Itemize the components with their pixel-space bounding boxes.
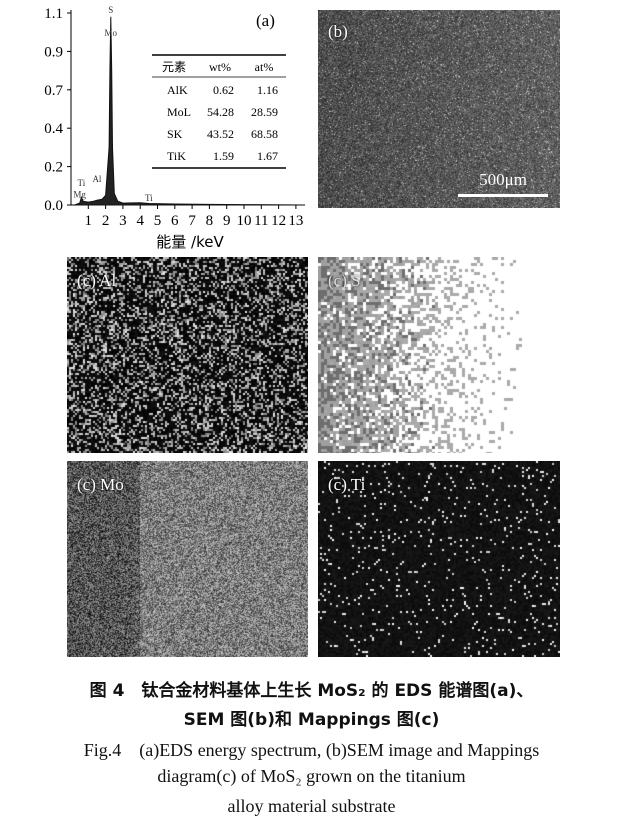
x-tick-label: 3 bbox=[119, 213, 127, 229]
panel-label-al: (c) Al bbox=[77, 271, 117, 290]
table-cell: TiK bbox=[167, 149, 186, 163]
panel-label-ti: (c) Ti bbox=[328, 475, 366, 494]
table-cell: 43.52 bbox=[207, 127, 234, 141]
table-header: at% bbox=[255, 60, 274, 74]
composition-table: 元素 wt% at% AlK 0.62 1.16 MoL 54.28 28.59 SK 43.52 6… bbox=[152, 54, 286, 169]
panel-label-mo: (c) Mo bbox=[77, 475, 124, 494]
peak-label: Al bbox=[92, 174, 101, 184]
x-tick-label: 9 bbox=[223, 213, 231, 229]
caption-en-line1: Fig.4 (a)EDS energy spectrum, (b)SEM ima… bbox=[83, 740, 540, 760]
y-tick-label: 0.0 bbox=[44, 198, 63, 214]
caption-en-line3: alloy material substrate bbox=[227, 796, 396, 816]
table-cell: 1.16 bbox=[257, 83, 278, 97]
panel-label-s: (c) S bbox=[328, 271, 361, 290]
table-header: 元素 bbox=[162, 60, 186, 74]
x-tick-label: 5 bbox=[154, 213, 162, 229]
table-cell: 0.62 bbox=[213, 83, 234, 97]
x-axis-label: 能量 /keV bbox=[156, 233, 224, 251]
mapping-mo-panel: (c) Mo bbox=[67, 461, 308, 657]
x-tick-label: 12 bbox=[271, 213, 286, 229]
peak-label: Ti bbox=[78, 178, 86, 188]
x-tick-label: 13 bbox=[288, 213, 303, 229]
table-cell: 28.59 bbox=[251, 105, 278, 119]
x-tick-label: 1 bbox=[85, 213, 93, 229]
spectrum-line bbox=[74, 16, 305, 206]
table-header: wt% bbox=[209, 60, 231, 74]
y-tick-label: 0.7 bbox=[44, 83, 63, 99]
x-tick-label: 4 bbox=[136, 213, 144, 229]
caption-zh-line2: SEM 图(b)和 Mappings 图(c) bbox=[183, 710, 440, 730]
peak-label: Mg bbox=[73, 189, 86, 199]
y-tick-label: 0.2 bbox=[44, 160, 63, 176]
caption-zh-line1: 图 4 钛合金材料基体上生长 MoS₂ 的 EDS 能谱图(a)、 bbox=[89, 681, 534, 701]
scale-bar bbox=[458, 194, 548, 197]
table-cell: 68.58 bbox=[251, 127, 278, 141]
x-tick-label: 8 bbox=[206, 213, 214, 229]
peak-label: Ti bbox=[145, 193, 153, 203]
y-tick-label: 0.4 bbox=[44, 121, 63, 137]
table-cell: AlK bbox=[167, 83, 188, 97]
mapping-al-panel: (c) Al bbox=[67, 257, 308, 453]
peak-label: Mo bbox=[105, 28, 118, 38]
peak-label: S bbox=[108, 5, 113, 15]
caption-en-line2: diagram(c) of MoS₂ grown on the titanium bbox=[157, 766, 466, 786]
table-cell: 54.28 bbox=[207, 105, 234, 119]
x-tick-label: 11 bbox=[254, 213, 268, 229]
eds-spectrum-chart: 0.00.20.40.70.91.11 2 3 4 5 6 7 8 9 10 11 12 13 SMoT… bbox=[44, 5, 305, 251]
panel-label-a: (a) bbox=[256, 11, 275, 30]
y-tick-label: 0.9 bbox=[44, 44, 63, 60]
mapping-s-panel: (c) S bbox=[318, 257, 560, 453]
table-cell: SK bbox=[167, 127, 183, 141]
x-tick-label: 7 bbox=[188, 213, 196, 229]
table-cell: 1.67 bbox=[257, 149, 278, 163]
y-tick-label: 1.1 bbox=[44, 6, 63, 22]
sem-image-panel: (b) 500μm bbox=[318, 10, 560, 208]
panel-label-b: (b) bbox=[328, 22, 348, 41]
table-cell: MoL bbox=[167, 105, 191, 119]
table-cell: 1.59 bbox=[213, 149, 234, 163]
mapping-ti-panel: (c) Ti bbox=[318, 461, 560, 657]
scale-bar-label: 500μm bbox=[479, 170, 527, 189]
x-tick-label: 6 bbox=[171, 213, 179, 229]
x-tick-label: 2 bbox=[102, 213, 110, 229]
x-tick-label: 10 bbox=[237, 213, 252, 229]
